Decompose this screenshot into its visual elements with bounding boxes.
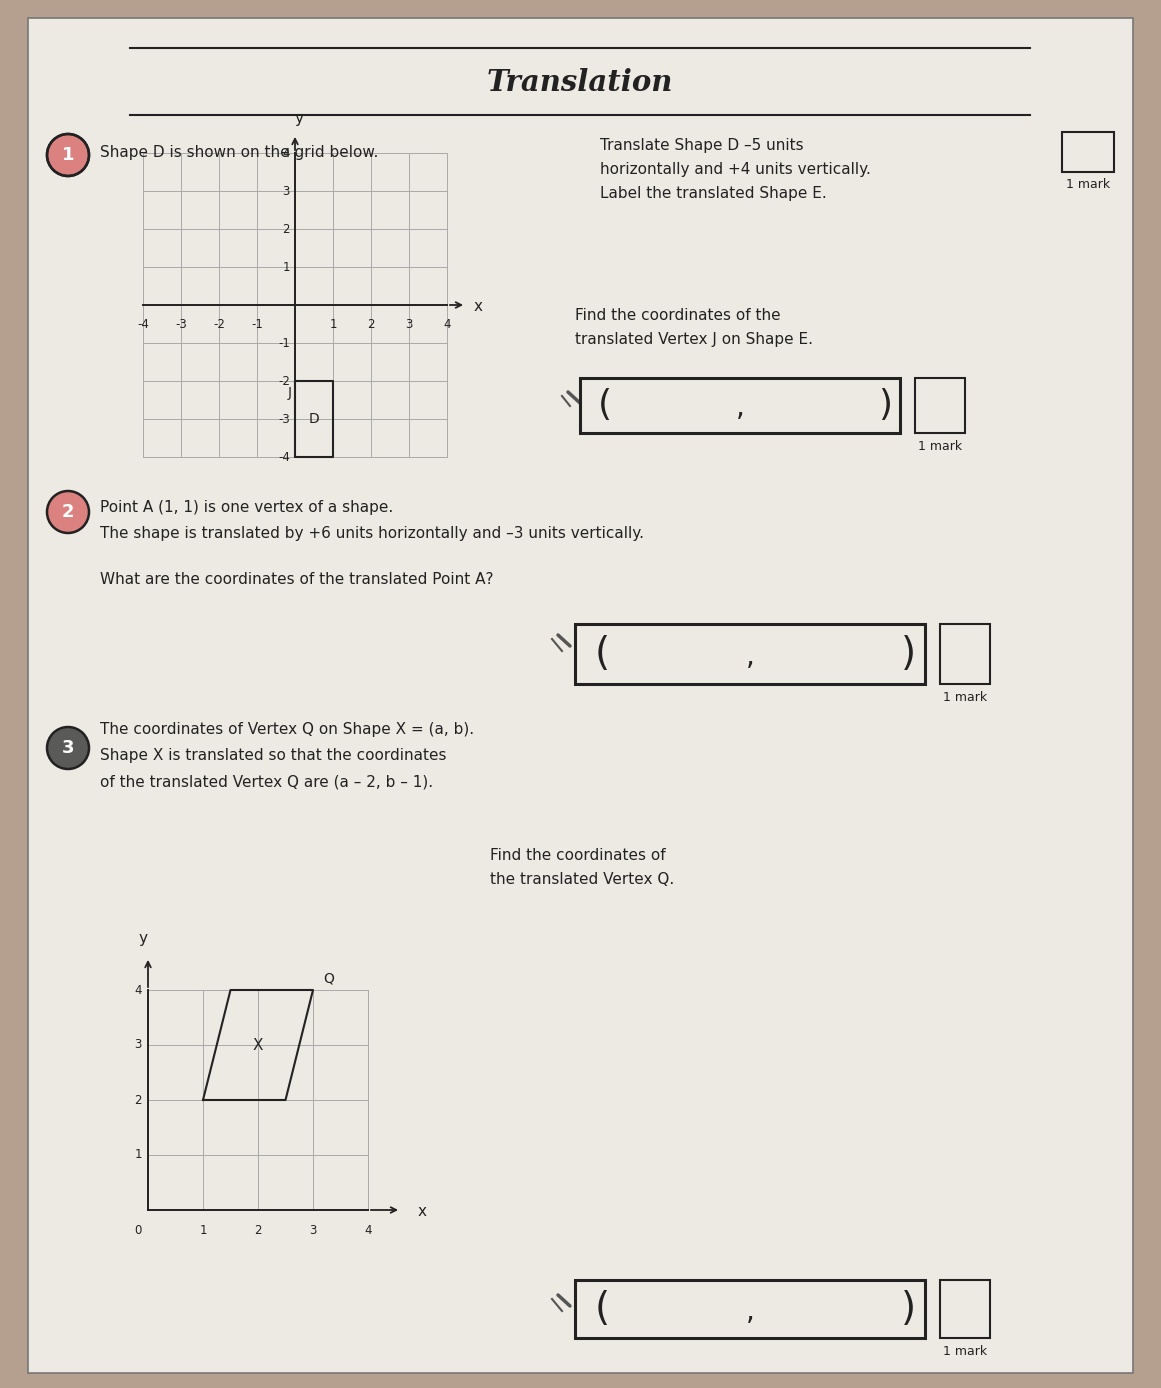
Text: 4: 4 (282, 147, 290, 160)
Text: 4: 4 (365, 1224, 372, 1237)
Text: Translation: Translation (486, 68, 673, 97)
Text: -1: -1 (279, 336, 290, 350)
Bar (575, 625, 925, 684)
Bar (940, 1280, 990, 1338)
Text: ): ) (878, 389, 892, 422)
Text: the translated Vertex Q.: the translated Vertex Q. (490, 872, 675, 887)
Text: Q: Q (323, 972, 334, 985)
Text: -2: -2 (214, 318, 225, 330)
Text: -3: -3 (279, 412, 290, 426)
Text: 3: 3 (282, 185, 290, 197)
Text: -1: -1 (251, 318, 262, 330)
Text: 1: 1 (200, 1224, 207, 1237)
Text: -3: -3 (175, 318, 187, 330)
Bar (1062, 132, 1115, 172)
Text: X: X (253, 1037, 264, 1052)
Text: 3: 3 (135, 1038, 142, 1052)
Text: (: ( (594, 1289, 610, 1328)
Text: Find the coordinates of the: Find the coordinates of the (575, 308, 780, 323)
Text: 4: 4 (135, 984, 142, 997)
Text: x: x (418, 1203, 426, 1219)
Bar (940, 625, 990, 684)
Circle shape (46, 727, 89, 769)
Text: The coordinates of Vertex Q on Shape X = (a, b).: The coordinates of Vertex Q on Shape X =… (100, 722, 474, 737)
Bar (915, 378, 965, 433)
Text: 2: 2 (254, 1224, 261, 1237)
Text: -2: -2 (279, 375, 290, 387)
Text: 1 mark: 1 mark (943, 691, 987, 704)
Text: J: J (288, 386, 293, 400)
Text: 0: 0 (135, 1224, 142, 1237)
Text: ,: , (745, 1298, 755, 1326)
Text: Find the coordinates of: Find the coordinates of (490, 848, 665, 863)
Text: (: ( (598, 389, 612, 422)
Text: What are the coordinates of the translated Point A?: What are the coordinates of the translat… (100, 572, 493, 587)
Circle shape (46, 135, 89, 176)
Text: translated Vertex J on Shape E.: translated Vertex J on Shape E. (575, 332, 813, 347)
Text: horizontally and +4 units vertically.: horizontally and +4 units vertically. (600, 162, 871, 178)
Text: 2: 2 (135, 1094, 142, 1106)
Text: 1 mark: 1 mark (1066, 178, 1110, 192)
Text: ): ) (901, 1289, 916, 1328)
Text: x: x (474, 298, 483, 314)
Text: Shape D is shown on the grid below.: Shape D is shown on the grid below. (100, 144, 378, 160)
Text: 2: 2 (367, 318, 375, 330)
Text: ,: , (745, 643, 755, 670)
Text: 1: 1 (135, 1148, 142, 1162)
Text: y: y (138, 931, 147, 947)
Text: 2: 2 (62, 502, 74, 520)
Text: Translate Shape D –5 units: Translate Shape D –5 units (600, 137, 803, 153)
Circle shape (46, 491, 89, 533)
Text: 1: 1 (62, 146, 74, 164)
Text: Shape X is translated so that the coordinates: Shape X is translated so that the coordi… (100, 748, 447, 763)
Text: ): ) (901, 634, 916, 673)
Text: 4: 4 (444, 318, 450, 330)
Text: of the translated Vertex Q are (a – 2, b – 1).: of the translated Vertex Q are (a – 2, b… (100, 775, 433, 788)
Text: y: y (295, 111, 303, 126)
Text: 1: 1 (282, 261, 290, 273)
Text: 3: 3 (62, 738, 74, 756)
Text: Point A (1, 1) is one vertex of a shape.: Point A (1, 1) is one vertex of a shape. (100, 500, 394, 515)
Text: 3: 3 (309, 1224, 317, 1237)
Text: -4: -4 (279, 451, 290, 464)
Bar (580, 378, 900, 433)
Text: 1: 1 (330, 318, 337, 330)
Text: -4: -4 (137, 318, 149, 330)
Text: 1 mark: 1 mark (918, 440, 962, 452)
Text: (: ( (594, 634, 610, 673)
Text: ,: , (736, 394, 744, 422)
Text: 3: 3 (405, 318, 412, 330)
Text: 1 mark: 1 mark (943, 1345, 987, 1357)
Text: 2: 2 (282, 222, 290, 236)
Text: The shape is translated by +6 units horizontally and –3 units vertically.: The shape is translated by +6 units hori… (100, 526, 644, 541)
Text: D: D (309, 412, 319, 426)
Text: Label the translated Shape E.: Label the translated Shape E. (600, 186, 827, 201)
Bar (575, 1280, 925, 1338)
